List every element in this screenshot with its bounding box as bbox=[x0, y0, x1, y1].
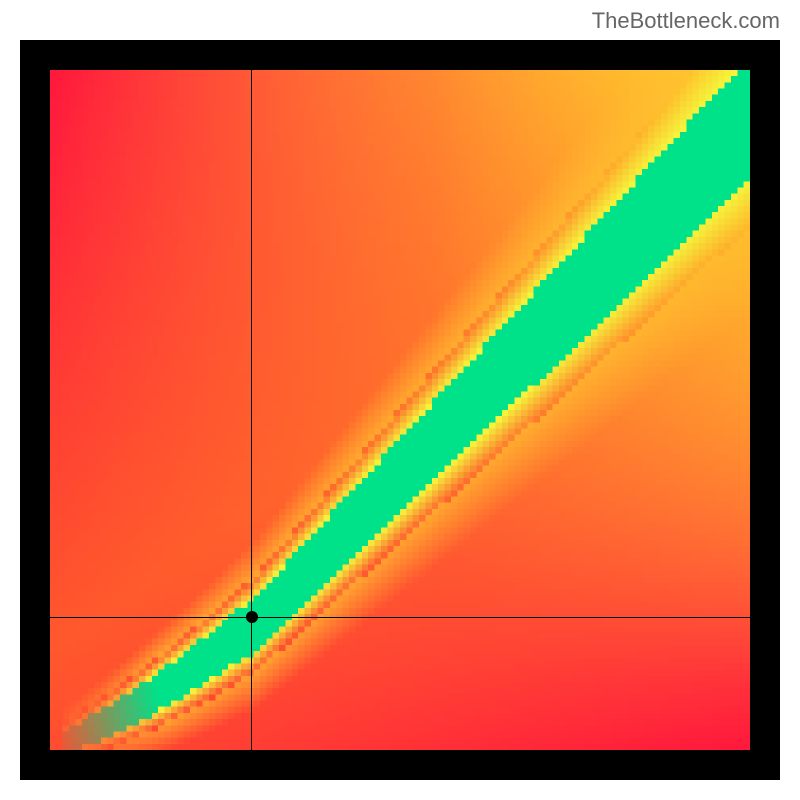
frame-left bbox=[20, 40, 50, 780]
frame-bottom bbox=[20, 750, 780, 780]
crosshair-horizontal bbox=[50, 617, 750, 618]
frame-top bbox=[20, 40, 780, 70]
frame-right bbox=[750, 40, 780, 780]
crosshair-marker bbox=[246, 611, 258, 623]
chart-container: TheBottleneck.com bbox=[0, 0, 800, 800]
watermark-text: TheBottleneck.com bbox=[592, 8, 780, 34]
heatmap-canvas bbox=[50, 70, 750, 750]
crosshair-vertical bbox=[251, 70, 252, 750]
heatmap-plot bbox=[50, 70, 750, 750]
